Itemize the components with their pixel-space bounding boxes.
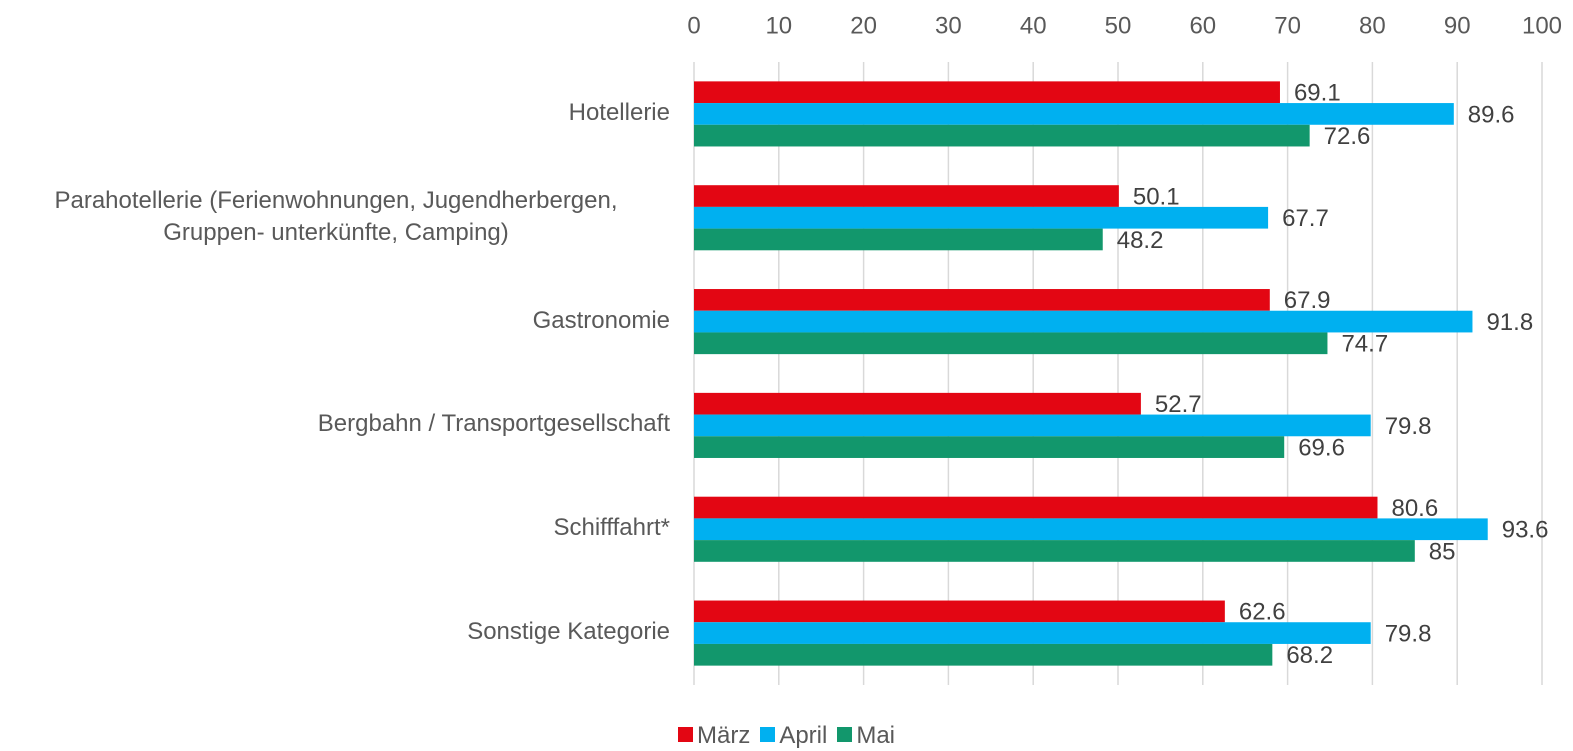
data-label: 72.6 [1324,123,1371,150]
legend-swatch [677,727,693,742]
category-text: Gastronomie [532,306,670,334]
bar [694,392,1141,415]
category-label: Parahotellerie (Ferienwohnungen, Jugendh… [0,185,670,249]
bar [694,600,1225,623]
bar [694,622,1371,644]
data-label: 52.7 [1155,391,1202,418]
x-tick-label: 80 [1359,12,1386,39]
data-label: 68.2 [1286,642,1333,669]
category-text: Parahotellerie (Ferienwohnungen, Jugendh… [54,186,618,246]
bar [694,228,1103,251]
bar [694,289,1270,311]
legend-item: April [760,722,827,750]
bar [694,124,1310,147]
data-label: 85 [1429,538,1456,565]
bar [694,332,1328,355]
x-tick-label: 60 [1189,12,1216,39]
legend-item: Mai [837,722,895,750]
x-tick-label: 30 [935,12,962,39]
category-label: Sonstige Kategorie [0,616,670,648]
x-tick-label: 90 [1444,12,1471,39]
legend-swatch [760,727,776,742]
category-text: Schifffahrt* [553,514,670,542]
x-tick-label: 100 [1522,12,1562,39]
category-text: Sonstige Kategorie [467,618,670,646]
data-label: 67.7 [1282,205,1329,232]
category-label: Schifffahrt* [0,512,670,544]
data-label: 69.1 [1294,80,1341,107]
data-label: 89.6 [1468,101,1515,128]
legend: März April Mai [0,722,1573,750]
bar [694,310,1473,333]
x-tick-label: 10 [765,12,792,39]
x-tick-label: 70 [1274,12,1301,39]
legend-label: Mai [856,722,896,749]
bar [694,206,1269,229]
data-label: 62.6 [1239,599,1286,626]
bar [694,436,1285,458]
legend-label: März [696,722,751,749]
bar [694,643,1273,666]
bar [694,518,1488,541]
x-tick-label: 40 [1020,12,1047,39]
bar [694,81,1280,104]
category-text: Hotellerie [568,98,670,126]
bar [694,103,1454,125]
bar [694,414,1371,437]
legend-item: März [677,722,751,750]
bar [694,185,1119,207]
data-label: 79.8 [1385,620,1432,647]
x-tick-label: 50 [1105,12,1132,39]
data-label: 67.9 [1284,287,1331,314]
data-label: 50.1 [1133,183,1180,210]
legend-swatch [837,727,853,742]
category-label: Gastronomie [0,305,670,337]
x-tick-label: 20 [850,12,877,39]
bar [694,540,1415,562]
data-label: 91.8 [1486,309,1533,336]
x-tick-label: 0 [687,12,700,39]
data-label: 80.6 [1391,495,1438,522]
data-label: 93.6 [1502,517,1549,544]
legend-label: April [779,722,828,749]
data-label: 79.8 [1385,413,1432,440]
data-label: 74.7 [1341,331,1388,358]
data-label: 48.2 [1117,227,1164,254]
category-label: Bergbahn / Transportgesellschaft [0,408,670,440]
bar [694,496,1378,519]
category-text: Bergbahn / Transportgesellschaft [317,410,670,438]
category-label: Hotellerie [0,97,670,129]
data-label: 69.6 [1298,434,1345,461]
